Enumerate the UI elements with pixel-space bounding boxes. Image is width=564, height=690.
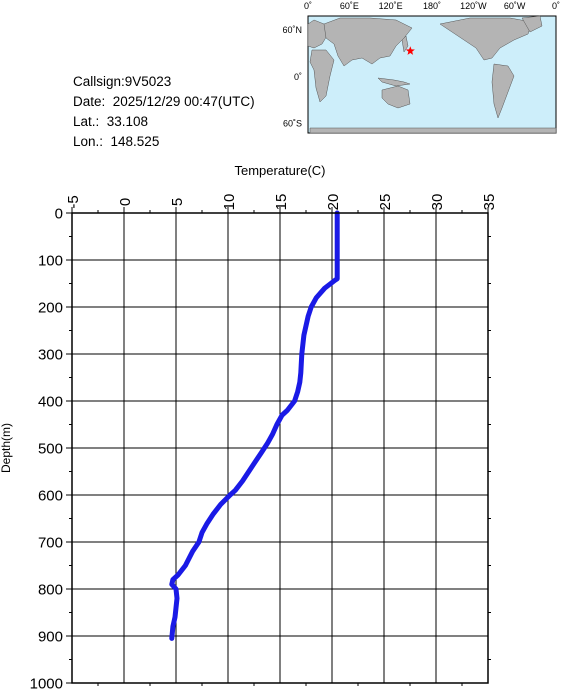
y-tick-label: 400 — [38, 394, 63, 411]
chart-ticks — [66, 207, 491, 686]
temperature-profile-line — [169, 210, 340, 641]
x-tick-labels: -5 0 5 10 15 20 25 30 35 — [65, 194, 498, 211]
map-land — [307, 15, 557, 134]
y-tick-label: 500 — [38, 441, 63, 458]
date-label: Date: 2025/12/29 00:47(UTC) — [73, 94, 255, 109]
map-land-africa — [309, 49, 335, 103]
x-tick-label: 20 — [325, 194, 342, 211]
x-tick-label: 0 — [117, 198, 134, 206]
y-tick-labels: 0 100 200 300 400 500 600 700 800 900 1000 — [30, 206, 63, 690]
x-tick-label: 5 — [169, 198, 186, 206]
map-land-europe — [307, 19, 329, 49]
y-tick-label: 800 — [38, 582, 63, 599]
y-tick-label: 200 — [38, 300, 63, 317]
map-land-north-america — [439, 17, 533, 61]
map-land-antarctica — [309, 127, 557, 134]
map-latitude-label: 60˚N — [282, 25, 302, 35]
y-tick-label: 0 — [55, 206, 63, 223]
y-axis-title: Depth(m) — [0, 423, 13, 473]
chart-grid — [71, 212, 489, 684]
map-land-greenland — [521, 15, 543, 33]
y-tick-label: 1000 — [30, 676, 63, 690]
map-land-indonesia — [377, 77, 411, 87]
map-land-japan — [401, 35, 409, 53]
map-latitude-label: 0˚ — [294, 72, 302, 82]
map-latitude-label: 60˚S — [283, 119, 302, 129]
world-map: 0˚ 60˚E 120˚E 180˚ 120˚W 60˚W 0˚ 60˚N 0˚ 60˚S — [282, 1, 560, 134]
x-tick-label: 35 — [481, 194, 498, 211]
callsign-label: Callsign:9V5023 — [73, 74, 172, 89]
map-labels: 0˚ 60˚E 120˚E 180˚ 120˚W 60˚W 0˚ 60˚N 0˚ 60˚S — [282, 1, 560, 129]
map-land-asia — [323, 17, 413, 67]
map-land-south-america — [491, 63, 515, 119]
y-tick-label: 100 — [38, 253, 63, 270]
map-longitude-label: 180˚ — [423, 1, 441, 11]
observation-marker-icon — [405, 46, 415, 55]
latitude-label: Lat.: 33.108 — [73, 114, 149, 129]
map-longitude-label: 0˚ — [304, 1, 312, 11]
map-longitude-label: 0˚ — [552, 1, 560, 11]
map-longitude-label: 60˚W — [504, 1, 526, 11]
longitude-label: Lon.: 148.525 — [73, 134, 160, 149]
y-tick-label: 900 — [38, 629, 63, 646]
x-tick-label: 15 — [273, 194, 290, 211]
x-tick-label: 25 — [377, 194, 394, 211]
y-tick-label: 300 — [38, 347, 63, 364]
map-longitude-label: 120˚W — [460, 1, 487, 11]
x-axis-title: Temperature(C) — [234, 163, 325, 178]
y-tick-label: 600 — [38, 488, 63, 505]
map-land-australia — [381, 85, 411, 109]
y-tick-label: 700 — [38, 535, 63, 552]
map-longitude-label: 120˚E — [379, 1, 403, 11]
x-tick-label: 10 — [221, 194, 238, 211]
plot-frame — [71, 212, 489, 684]
x-tick-label: -5 — [65, 195, 82, 208]
map-longitude-label: 60˚E — [340, 1, 359, 11]
x-tick-label: 30 — [429, 194, 446, 211]
